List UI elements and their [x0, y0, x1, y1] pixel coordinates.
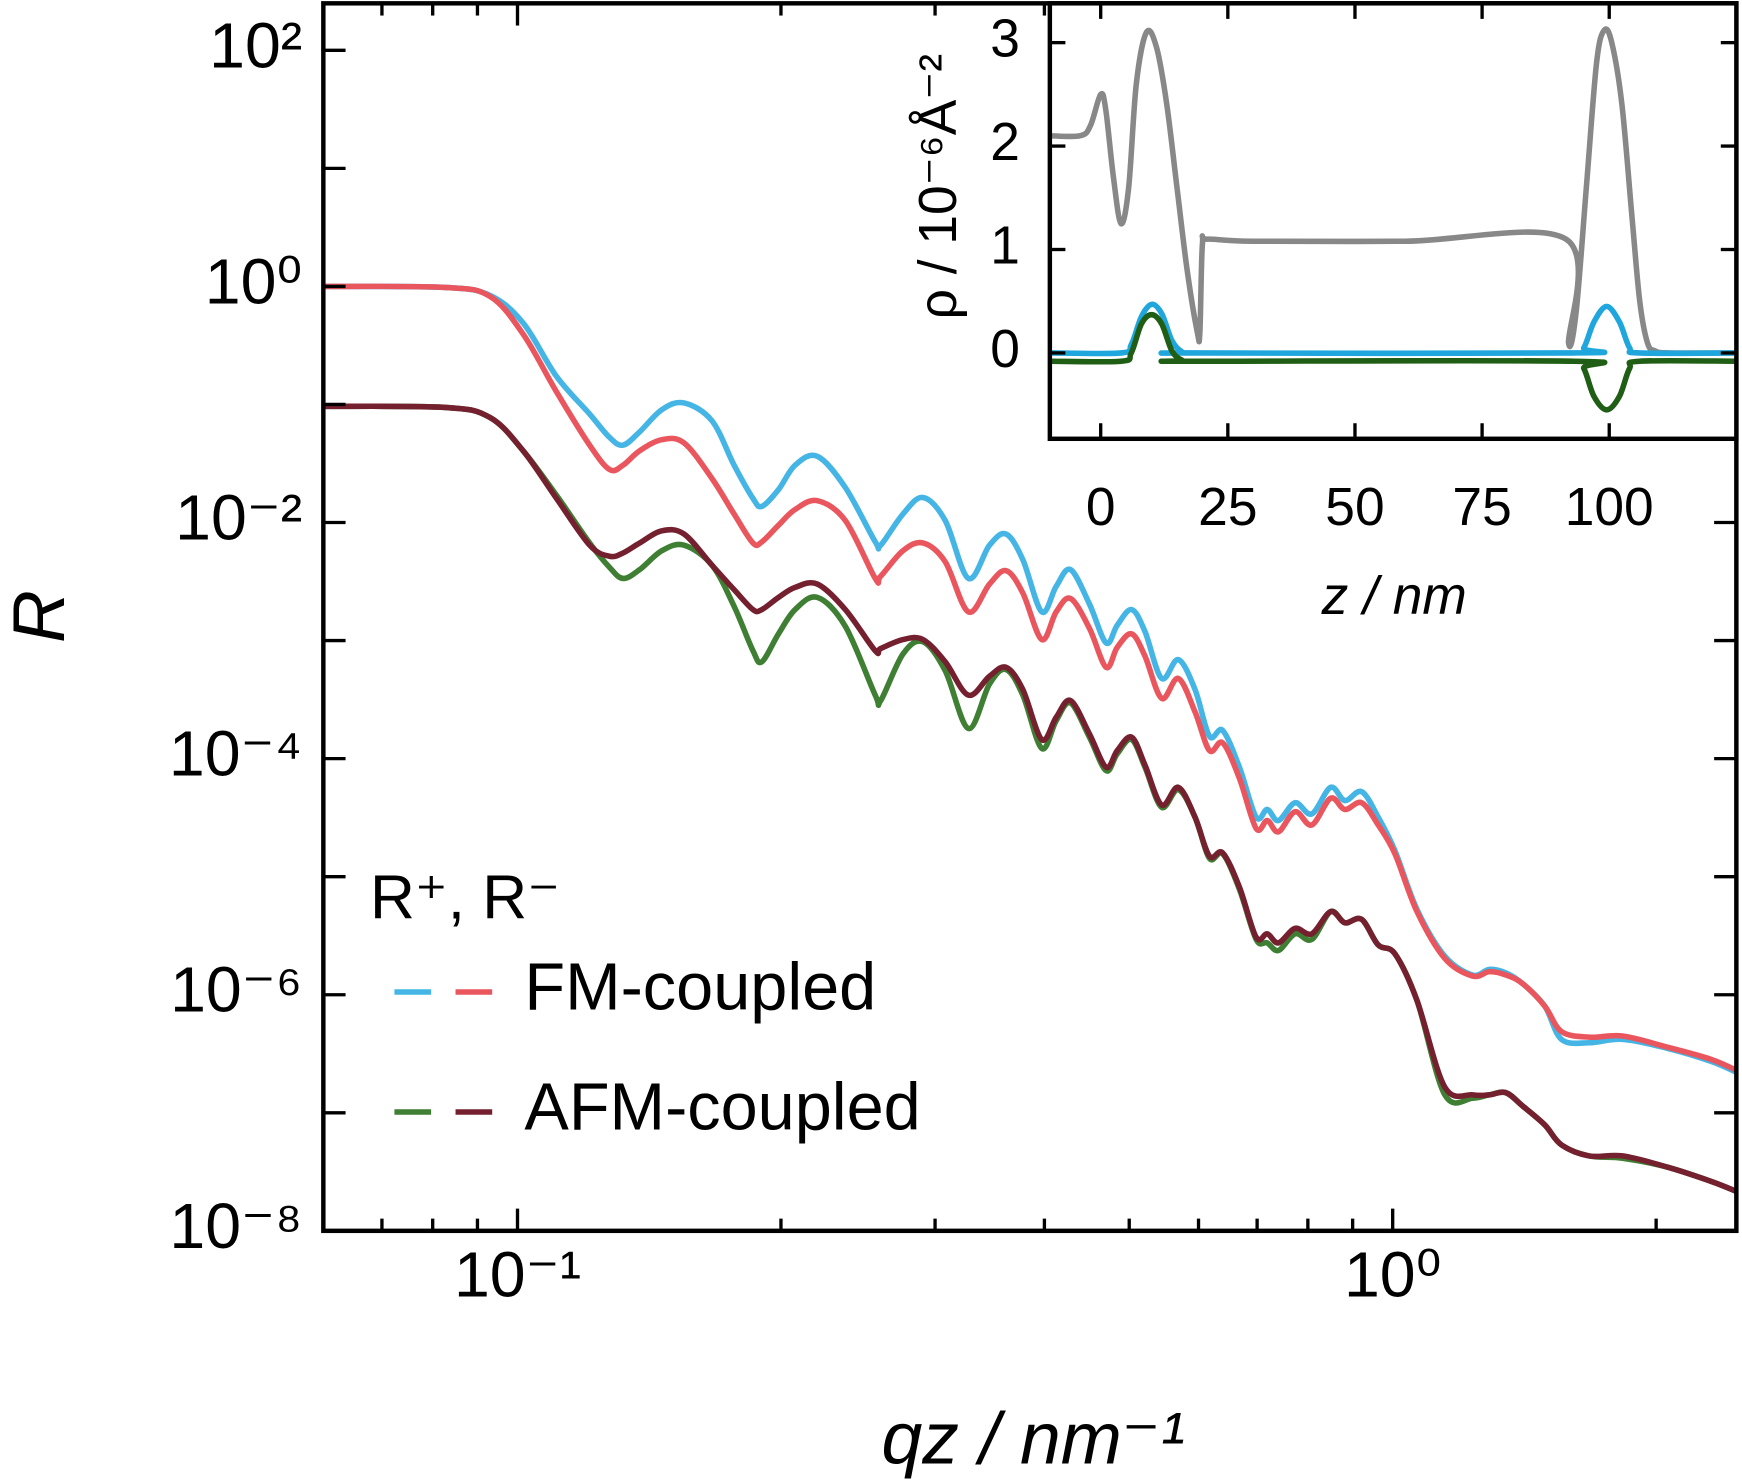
data-line: [1049, 301, 1737, 357]
x-tick-label: 50: [1325, 478, 1384, 537]
y-tick-label: 10⁻⁶: [170, 954, 302, 1026]
legend-label: FM-coupled: [524, 951, 876, 1025]
x-tick-label: 0: [1086, 478, 1116, 537]
y-tick-label: 10²: [209, 9, 302, 81]
data-line: [1049, 26, 1737, 356]
data-line: [323, 283, 1737, 1074]
y-tick-label: 1: [990, 217, 1020, 276]
x-axis-label: z / nm: [1321, 567, 1467, 626]
y-axis-label: ρ / 10⁻⁶Å⁻²: [909, 54, 968, 320]
axes-frame: [321, 1, 1739, 1234]
y-tick-label: 10⁻⁴: [169, 718, 302, 790]
y-tick-label: 2: [990, 113, 1020, 172]
x-tick-label: 25: [1198, 478, 1257, 537]
x-tick-label: 100: [1565, 478, 1654, 537]
y-tick-label: 10⁻²: [175, 482, 302, 554]
y-tick-label: 10⁰: [205, 245, 302, 317]
data-line: [1049, 311, 1737, 413]
legend-title: R⁺, R⁻: [370, 863, 560, 932]
y-tick-label: 0: [990, 320, 1020, 379]
x-tick-label: 75: [1452, 478, 1511, 537]
plot-1: 0 25 50 75 100 0 1 2 3 z / nm ρ / 10⁻⁶Å⁻²: [909, 1, 1739, 626]
data-line: [323, 403, 1737, 1195]
x-tick-label: 10⁰: [1344, 1239, 1441, 1311]
legend-label: AFM-coupled: [524, 1071, 920, 1145]
y-axis-label: R: [0, 590, 80, 643]
y-tick-label: 10⁻⁸: [169, 1190, 302, 1262]
y-tick-label: 3: [990, 10, 1020, 69]
x-tick-label: 10⁻¹: [454, 1239, 581, 1311]
axes-frame: [1047, 1, 1739, 442]
x-axis-label: qz / nm⁻¹: [881, 1397, 1184, 1479]
